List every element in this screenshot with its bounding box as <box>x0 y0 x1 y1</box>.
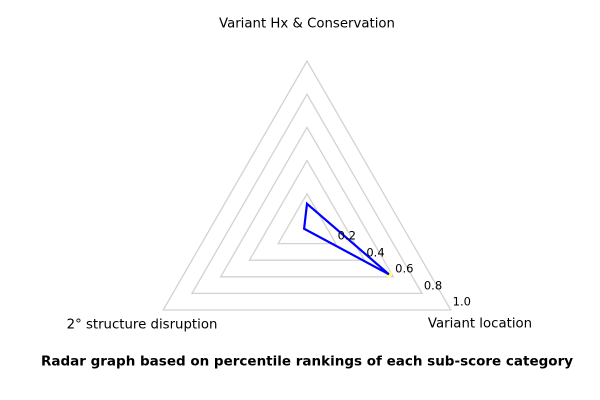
r-tick-label: 0.2 <box>337 228 356 243</box>
axis-label-secondary-structure-disruption: 2° structure disruption <box>66 317 218 333</box>
r-tick-label: 0.6 <box>395 261 414 276</box>
gridline-triangle <box>190 92 424 295</box>
gridline-triangle <box>219 126 395 278</box>
data-polygon-percentile-series <box>302 201 390 276</box>
r-tick-label: 0.4 <box>366 244 385 259</box>
gridline-triangle <box>248 159 366 261</box>
gridline-triangle <box>277 192 337 245</box>
gridline-triangle <box>162 59 452 311</box>
axis-label-variant-hx-conservation: Variant Hx & Conservation <box>219 16 395 32</box>
r-tick-label: 0.8 <box>423 277 443 292</box>
r-tick-label: 1.0 <box>452 294 471 309</box>
axis-label-variant-location: Variant location <box>427 316 533 332</box>
figure-caption: Radar graph based on percentile rankings… <box>40 353 574 370</box>
